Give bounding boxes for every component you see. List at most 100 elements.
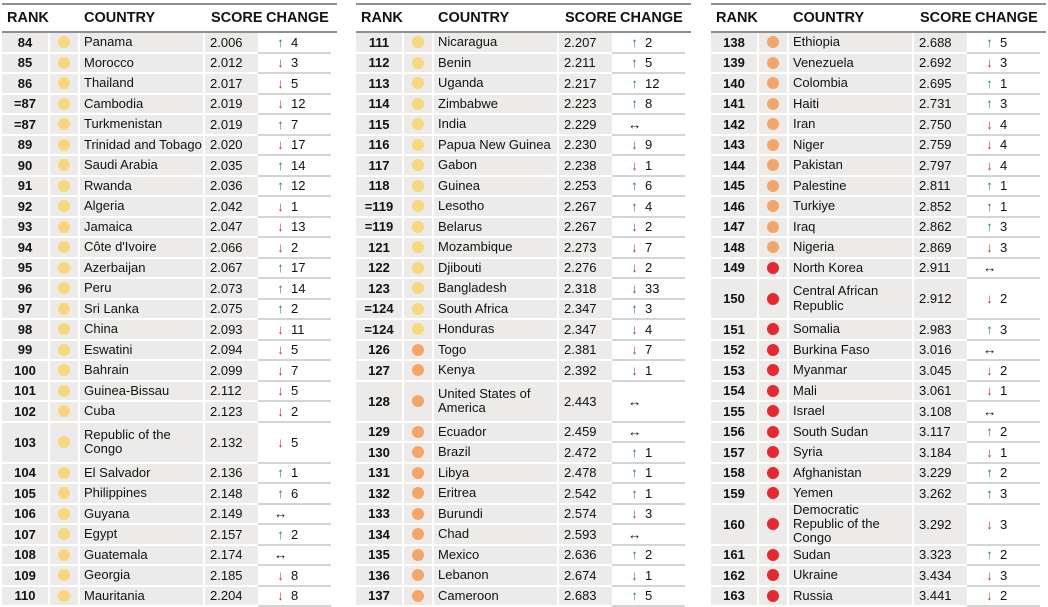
tier-dot-cell — [50, 218, 80, 239]
up-arrow-icon: ↑ — [982, 486, 997, 501]
country-cell: Afghanistan — [789, 464, 914, 485]
change-cell: ↑1 — [612, 443, 685, 464]
tier-dot-cell — [404, 197, 434, 218]
yellow-dot-icon — [58, 36, 70, 48]
down-arrow-icon: ↓ — [273, 322, 288, 337]
tier-dot-cell — [404, 115, 434, 136]
country-cell: Cuba — [80, 402, 205, 423]
up-arrow-icon: ↑ — [273, 465, 288, 480]
up-arrow-icon: ↑ — [273, 527, 288, 542]
down-arrow-icon: ↓ — [273, 55, 288, 70]
score-cell: 2.347 — [559, 320, 612, 341]
change-cell: ↑4 — [612, 197, 685, 218]
change-cell: ↓9 — [612, 136, 685, 157]
tier-dot-cell — [759, 402, 789, 423]
orange-dot-icon — [412, 395, 424, 407]
country-cell: Lesotho — [434, 197, 559, 218]
down-arrow-icon: ↓ — [627, 137, 642, 152]
red-dot-icon — [767, 426, 779, 438]
rank-cell: 93 — [2, 218, 50, 239]
down-arrow-icon: ↓ — [627, 281, 642, 296]
score-cell: 2.223 — [559, 95, 612, 116]
country-cell: Turkmenistan — [80, 115, 205, 136]
tier-dot-cell — [759, 361, 789, 382]
change-cell: ↓3 — [967, 238, 1040, 259]
change-value: 3 — [1000, 55, 1007, 70]
country-cell: Jamaica — [80, 218, 205, 239]
red-dot-icon — [767, 262, 779, 274]
tier-dot-cell — [759, 74, 789, 95]
score-cell: 2.392 — [559, 361, 612, 382]
country-cell: South Sudan — [789, 423, 914, 444]
header-rank: RANK — [356, 10, 438, 26]
down-arrow-icon: ↓ — [273, 568, 288, 583]
up-arrow-icon: ↑ — [982, 547, 997, 562]
country-cell: Gabon — [434, 156, 559, 177]
change-cell: ↓4 — [967, 156, 1040, 177]
score-cell: 2.852 — [914, 197, 967, 218]
country-cell: Benin — [434, 54, 559, 75]
tier-dot-cell — [404, 464, 434, 485]
score-cell: 2.136 — [205, 464, 258, 485]
country-cell: Guinea — [434, 177, 559, 198]
tier-dot-cell — [759, 95, 789, 116]
orange-dot-icon — [767, 57, 779, 69]
orange-dot-icon — [412, 528, 424, 540]
yellow-dot-icon — [58, 528, 70, 540]
change-value: 1 — [291, 465, 298, 480]
change-cell: ↓7 — [612, 238, 685, 259]
score-cell: 2.273 — [559, 238, 612, 259]
change-value: 17 — [291, 137, 305, 152]
red-dot-icon — [767, 293, 779, 305]
change-cell: ↑1 — [967, 197, 1040, 218]
change-value: 4 — [291, 35, 298, 50]
change-cell: ↓13 — [258, 218, 331, 239]
change-cell: ↔ — [258, 505, 331, 526]
change-value: 1 — [645, 158, 652, 173]
change-cell: ↓11 — [258, 320, 331, 341]
tier-dot-cell — [759, 279, 789, 320]
tier-dot-cell — [759, 464, 789, 485]
tier-dot-cell — [50, 177, 80, 198]
country-cell: Thailand — [80, 74, 205, 95]
rank-cell: 130 — [356, 443, 404, 464]
score-cell: 3.292 — [914, 505, 967, 546]
down-arrow-icon: ↓ — [982, 117, 997, 132]
change-value: 2 — [291, 301, 298, 316]
down-arrow-icon: ↓ — [273, 199, 288, 214]
rank-cell: 121 — [356, 238, 404, 259]
change-cell: ↓2 — [612, 218, 685, 239]
country-cell: Israel — [789, 402, 914, 423]
change-value: 11 — [291, 322, 305, 337]
yellow-dot-icon — [58, 344, 70, 356]
up-arrow-icon: ↑ — [982, 219, 997, 234]
tier-dot-cell — [759, 566, 789, 587]
down-arrow-icon: ↓ — [627, 342, 642, 357]
change-value: 7 — [291, 117, 298, 132]
yellow-dot-icon — [58, 221, 70, 233]
score-cell: 3.229 — [914, 464, 967, 485]
score-cell: 2.695 — [914, 74, 967, 95]
down-arrow-icon: ↓ — [982, 383, 997, 398]
tier-dot-cell — [404, 259, 434, 280]
yellow-dot-icon — [58, 139, 70, 151]
country-cell: Myanmar — [789, 361, 914, 382]
red-dot-icon — [767, 385, 779, 397]
left-right-arrow-icon: ↔ — [627, 117, 642, 132]
yellow-dot-icon — [412, 159, 424, 171]
change-cell: ↓12 — [258, 95, 331, 116]
change-cell: ↔ — [967, 341, 1040, 362]
country-cell: Philippines — [80, 484, 205, 505]
yellow-dot-icon — [412, 303, 424, 315]
score-cell: 2.983 — [914, 320, 967, 341]
down-arrow-icon: ↓ — [273, 342, 288, 357]
